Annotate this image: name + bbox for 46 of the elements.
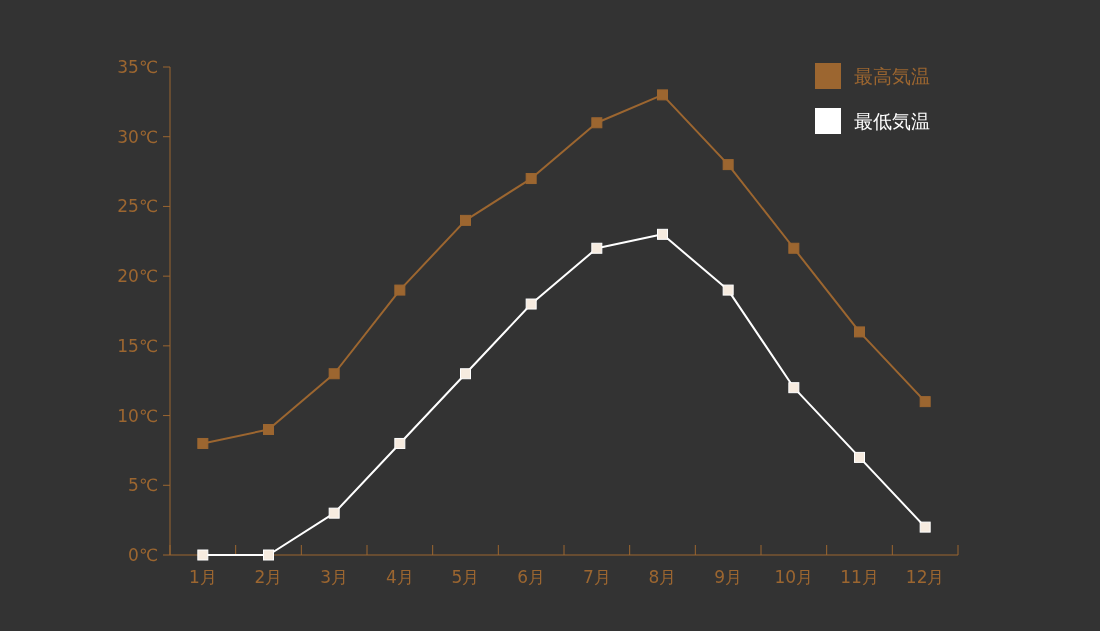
point xyxy=(919,521,931,533)
point xyxy=(328,368,340,380)
point xyxy=(657,228,668,240)
y-tick-label: 20℃ xyxy=(117,266,158,287)
point xyxy=(591,242,603,254)
y-tick-label: 10℃ xyxy=(117,405,158,426)
y-tick-label: 30℃ xyxy=(117,126,158,147)
point xyxy=(788,242,800,254)
y-tick-label: 35℃ xyxy=(117,57,158,77)
point xyxy=(197,549,209,561)
x-tick-label: 8月 xyxy=(648,567,677,587)
x-tick-label: 11月 xyxy=(840,567,879,587)
y-tick-label: 15℃ xyxy=(117,335,158,356)
y-tick-label: 5℃ xyxy=(128,475,158,496)
point xyxy=(919,396,931,408)
point xyxy=(197,437,209,449)
point xyxy=(788,382,800,394)
point xyxy=(657,89,668,101)
point xyxy=(525,298,537,310)
point xyxy=(394,284,406,296)
point xyxy=(460,368,471,380)
legend-label: 最高気温 xyxy=(854,65,930,87)
point xyxy=(328,507,340,519)
point xyxy=(394,437,406,449)
y-tick-label: 0℃ xyxy=(128,545,158,565)
point xyxy=(854,326,865,338)
x-tick-label: 2月 xyxy=(254,567,283,587)
x-tick-label: 1月 xyxy=(188,567,217,587)
point xyxy=(263,424,274,436)
point xyxy=(525,173,537,185)
point xyxy=(722,159,734,171)
x-tick-label: 7月 xyxy=(582,567,611,587)
x-tick-label: 10月 xyxy=(774,567,814,587)
x-tick-label: 12月 xyxy=(905,567,945,587)
x-tick-label: 6月 xyxy=(517,567,546,587)
point xyxy=(854,451,865,463)
legend-label: 最低気温 xyxy=(854,110,930,132)
x-tick-label: 4月 xyxy=(385,567,414,587)
point xyxy=(460,214,471,226)
point xyxy=(722,284,734,296)
x-tick-label: 5月 xyxy=(451,567,480,587)
x-tick-label: 9月 xyxy=(714,567,743,587)
point xyxy=(591,117,603,129)
y-tick-label: 25℃ xyxy=(117,196,158,217)
point xyxy=(263,549,274,561)
x-tick-label: 3月 xyxy=(320,567,349,587)
